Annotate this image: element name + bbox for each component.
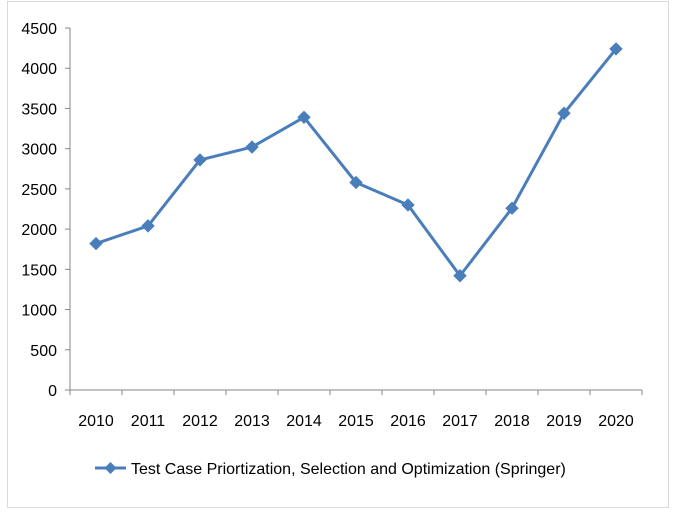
x-tick-label: 2013 bbox=[234, 413, 270, 430]
x-tick-label: 2014 bbox=[286, 413, 322, 430]
series-group bbox=[89, 42, 623, 283]
y-tick-label: 1500 bbox=[21, 262, 57, 279]
y-tick-label: 1000 bbox=[21, 303, 57, 320]
y-tick-label: 2000 bbox=[21, 222, 57, 239]
y-axis: 0 500 1000 1500 2000 2500 3000 3500 4000 4500 bbox=[21, 21, 71, 400]
data-point-marker bbox=[453, 269, 467, 283]
data-point-marker bbox=[557, 106, 571, 120]
data-point-marker bbox=[401, 198, 415, 212]
x-tick-label: 2012 bbox=[182, 413, 218, 430]
x-tick-label: 2015 bbox=[338, 413, 374, 430]
data-point-marker bbox=[349, 175, 363, 190]
legend: Test Case Priortization, Selection and O… bbox=[95, 461, 566, 478]
data-point-marker bbox=[297, 110, 311, 125]
x-tick-label: 2016 bbox=[390, 413, 426, 430]
data-point-marker bbox=[609, 42, 623, 56]
y-tick-label: 0 bbox=[48, 383, 57, 400]
x-axis: 2010 2011 2012 2013 2014 2015 2016 2017 2018 2019… bbox=[69, 389, 643, 430]
data-point-marker bbox=[193, 153, 207, 167]
y-tick-label: 4000 bbox=[21, 61, 57, 78]
data-point-marker bbox=[245, 140, 259, 154]
x-tick-label: 2017 bbox=[442, 413, 478, 430]
data-point-marker bbox=[141, 219, 155, 233]
y-tick-label: 4500 bbox=[21, 21, 57, 38]
chart-border bbox=[7, 1, 669, 508]
x-tick-label: 2011 bbox=[131, 413, 166, 430]
x-tick-label: 2018 bbox=[494, 413, 530, 430]
data-point-marker bbox=[89, 236, 103, 251]
x-tick-label: 2020 bbox=[598, 413, 634, 430]
y-tick-label: 3500 bbox=[21, 101, 57, 118]
data-point-marker bbox=[505, 201, 519, 215]
y-tick-label: 3000 bbox=[21, 142, 57, 159]
x-tick-label: 2019 bbox=[546, 413, 582, 430]
x-tick-label: 2010 bbox=[78, 413, 114, 430]
y-tick-label: 500 bbox=[30, 343, 57, 360]
legend-marker-icon bbox=[104, 462, 117, 474]
y-tick-label: 2500 bbox=[21, 182, 57, 199]
legend-label: Test Case Priortization, Selection and O… bbox=[131, 461, 566, 478]
